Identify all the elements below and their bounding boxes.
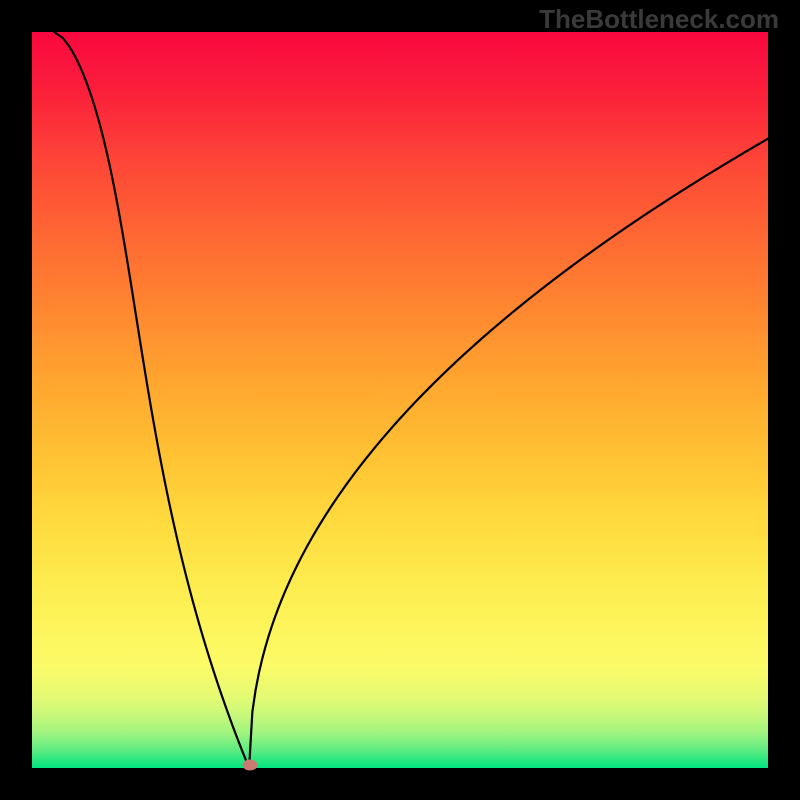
bottleneck-curve	[32, 32, 768, 768]
watermark: TheBottleneck.com	[539, 4, 779, 35]
curve-path	[54, 32, 768, 768]
minimum-marker	[242, 760, 257, 771]
plot-area	[32, 32, 768, 768]
